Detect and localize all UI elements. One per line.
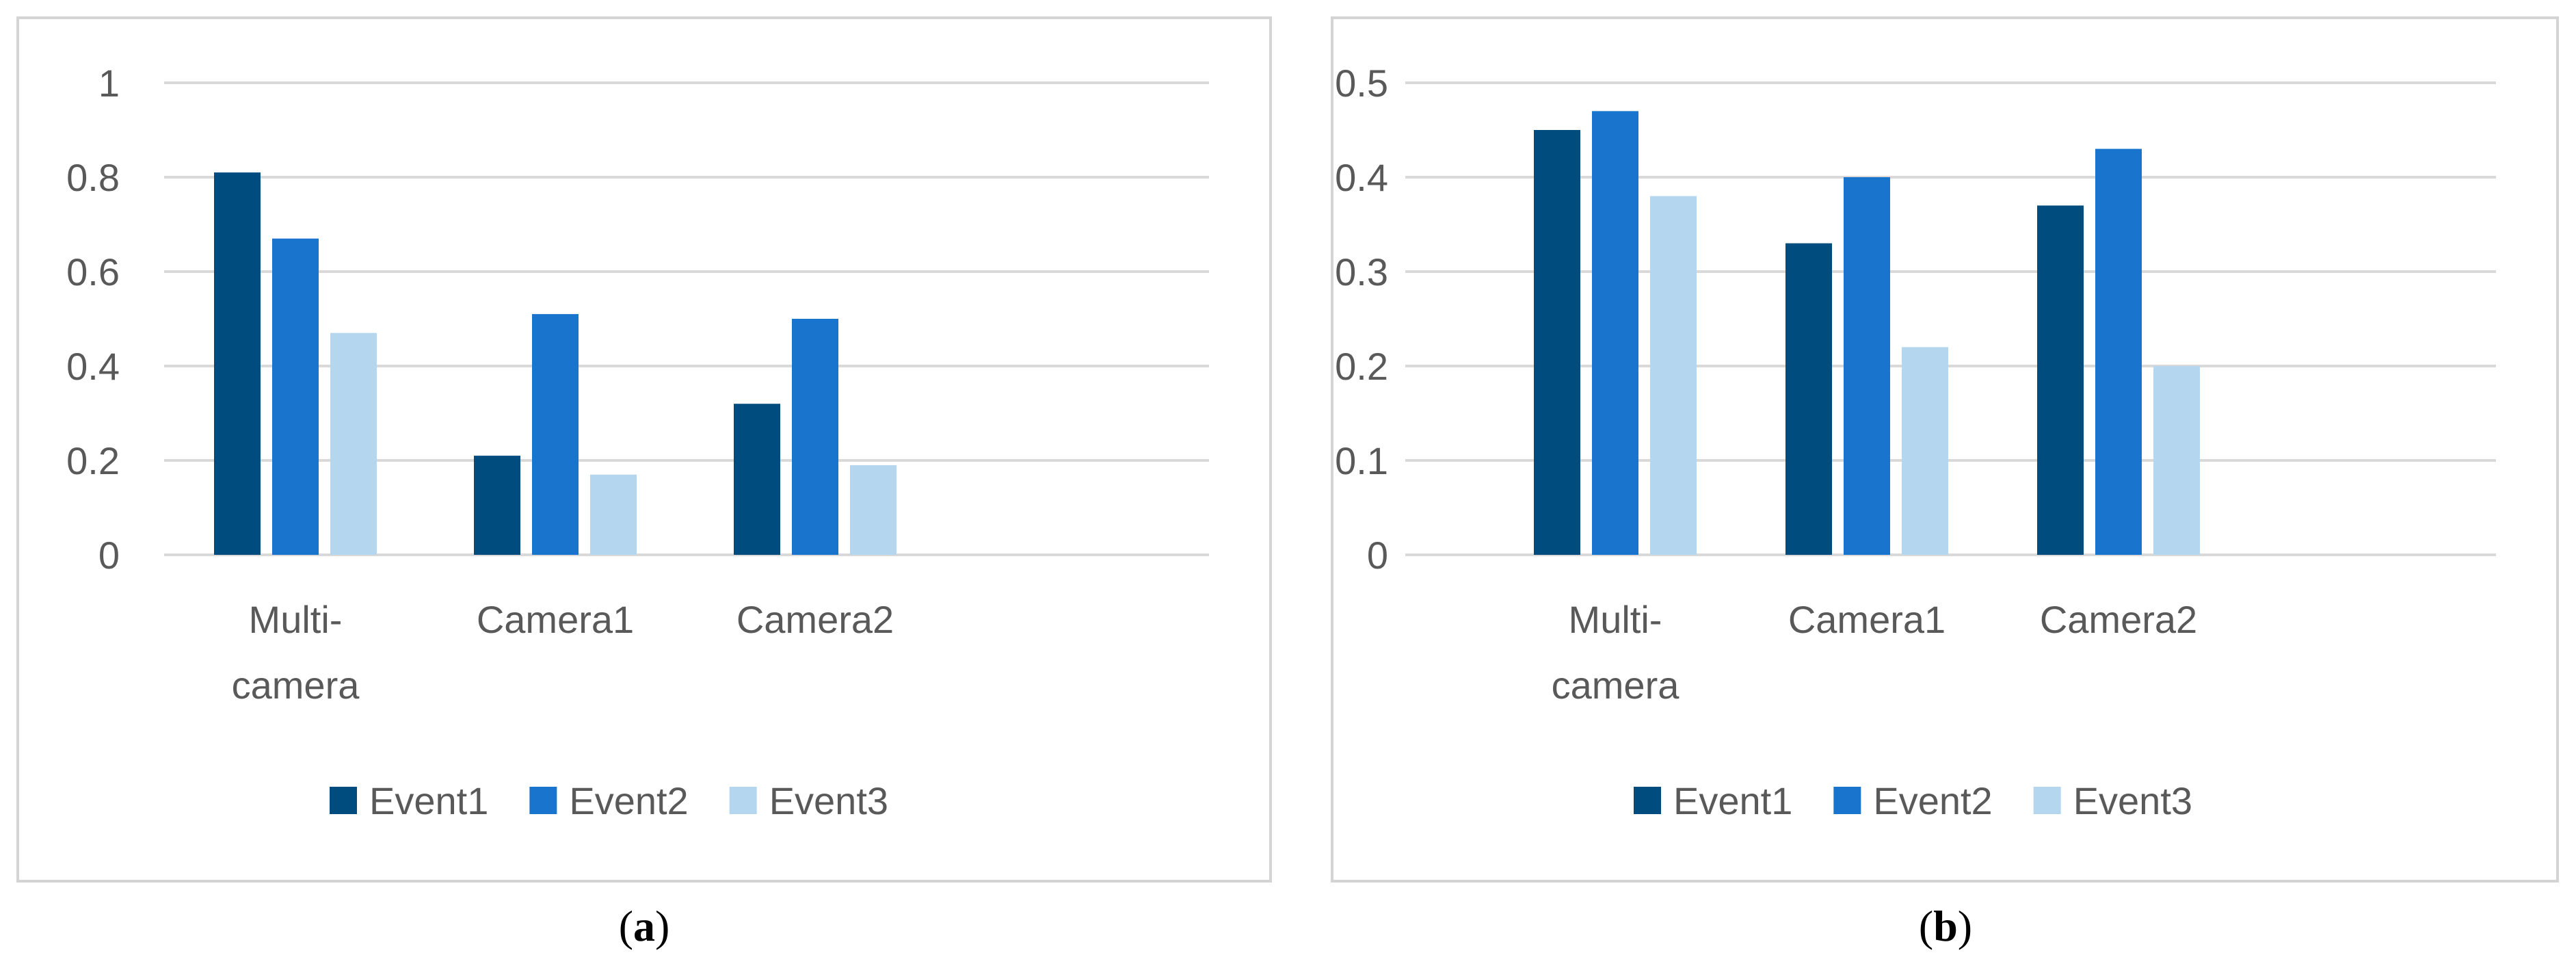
panel-a-y-tick-label: 0.4	[66, 345, 120, 388]
panel-b-category-label-camera2: Camera2	[2040, 598, 2197, 641]
panel-a-bar-event3-camera1	[590, 474, 637, 555]
panel-a-bar-event2-camera1	[532, 314, 579, 555]
panel-a-y-axis: 0 0.2 0.4 0.6 0.8 1	[66, 62, 120, 577]
panel-b-y-tick-label: 0	[1367, 534, 1388, 577]
panel-b-legend: Event1 Event2 Event3	[1634, 779, 2192, 822]
panel-b-bar-event3-camera1	[1902, 347, 1948, 555]
panel-a-y-tick-label: 0.6	[66, 250, 120, 293]
panel-a-legend-label-event2: Event2	[569, 779, 688, 822]
panel-a-y-tick-label: 0	[98, 534, 120, 577]
panel-b-y-tick-label: 0.2	[1335, 345, 1388, 388]
panel-b-legend-item-event1: Event1	[1634, 779, 1792, 822]
panel-a-legend-swatch-event2	[529, 787, 557, 814]
panel-b-legend-label-event1: Event1	[1673, 779, 1792, 822]
panel-b-legend-swatch-event2	[1833, 787, 1861, 814]
panel-b-y-tick-label: 0.4	[1335, 156, 1388, 199]
panel-a-legend-item-event3: Event3	[729, 779, 888, 822]
panel-b-caption: (b)	[1919, 902, 1972, 950]
panel-b-y-tick-label: 0.3	[1335, 250, 1388, 293]
panel-a-legend-item-event2: Event2	[529, 779, 689, 822]
panel-b-bar-event2-camera1	[1844, 177, 1890, 555]
panel-b-bar-event1-multi-camera	[1534, 130, 1580, 555]
panel-b-bar-event2-multi-camera	[1592, 111, 1638, 555]
panel-b-category-label-multi-camera: Multi-camera	[1552, 598, 1680, 707]
panel-b-legend-label-event3: Event3	[2073, 779, 2192, 822]
panel-b-bar-event1-camera1	[1785, 243, 1832, 555]
panel-b-x-axis: Multi-camera Camera1 Camera2	[1552, 598, 2198, 707]
panel-b-legend-item-event3: Event3	[2033, 779, 2192, 822]
panel-a-y-tick-label: 0.2	[66, 439, 120, 482]
panel-b-grid	[1405, 81, 2496, 556]
panel-a-bar-event3-camera2	[850, 465, 897, 555]
panel-a-y-tick-label: 1	[98, 62, 120, 105]
panel-b-legend-swatch-event1	[1634, 787, 1661, 814]
panel-a-frame	[16, 16, 1272, 883]
panel-a-caption: (a)	[619, 902, 670, 950]
panel-a-bar-event1-camera2	[734, 404, 780, 555]
panel-b-y-tick-label: 0.5	[1335, 62, 1388, 105]
panel-a-category-label-camera1: Camera1	[477, 598, 634, 641]
panel-b-category-label-camera1: Camera1	[1788, 598, 1946, 641]
panel-a-legend: Event1 Event2 Event3	[330, 779, 888, 822]
panel-a-x-axis: Multi-camera Camera1 Camera2	[232, 598, 894, 707]
panel-a-y-tick-label: 0.8	[66, 156, 120, 199]
panel-a-category-label-multi-camera: Multi-camera	[232, 598, 360, 707]
panel-b-bars	[1534, 111, 2200, 556]
chart-panel-b: 0 0.1 0.2 0.3 0.4 0.5 Multi-camera Camera1 Came…	[1331, 16, 2559, 950]
panel-a-legend-item-event1: Event1	[330, 779, 488, 822]
panel-a-bar-event1-camera1	[474, 456, 520, 555]
panel-a-bars	[214, 172, 897, 556]
panel-a-bar-event1-multi-camera	[214, 172, 261, 556]
panel-b-bar-event3-camera2	[2153, 366, 2200, 555]
panel-b-legend-item-event2: Event2	[1833, 779, 1993, 822]
panel-a-bar-event2-multi-camera	[272, 238, 319, 555]
panel-b-bar-event1-camera2	[2037, 205, 2084, 555]
panel-a-legend-swatch-event1	[330, 787, 357, 814]
panel-b-bar-event2-camera2	[2095, 148, 2142, 556]
panel-a-legend-label-event3: Event3	[769, 779, 888, 822]
panel-a-category-label-camera2: Camera2	[736, 598, 894, 641]
panel-a-bar-event3-multi-camera	[330, 332, 377, 555]
panel-b-y-tick-label: 0.1	[1335, 439, 1388, 482]
panel-a-legend-swatch-event3	[729, 787, 757, 814]
panel-b-bar-event3-multi-camera	[1650, 196, 1697, 556]
chart-panel-a: 0 0.2 0.4 0.6 0.8 1 Multi-camera Camera1 Camera…	[16, 16, 1272, 950]
panel-b-y-axis: 0 0.1 0.2 0.3 0.4 0.5	[1335, 62, 1388, 577]
panel-b-legend-label-event2: Event2	[1873, 779, 1992, 822]
panel-a-bar-event2-camera2	[792, 319, 838, 555]
panel-b-legend-swatch-event3	[2033, 787, 2061, 814]
panel-a-legend-label-event1: Event1	[369, 779, 488, 822]
